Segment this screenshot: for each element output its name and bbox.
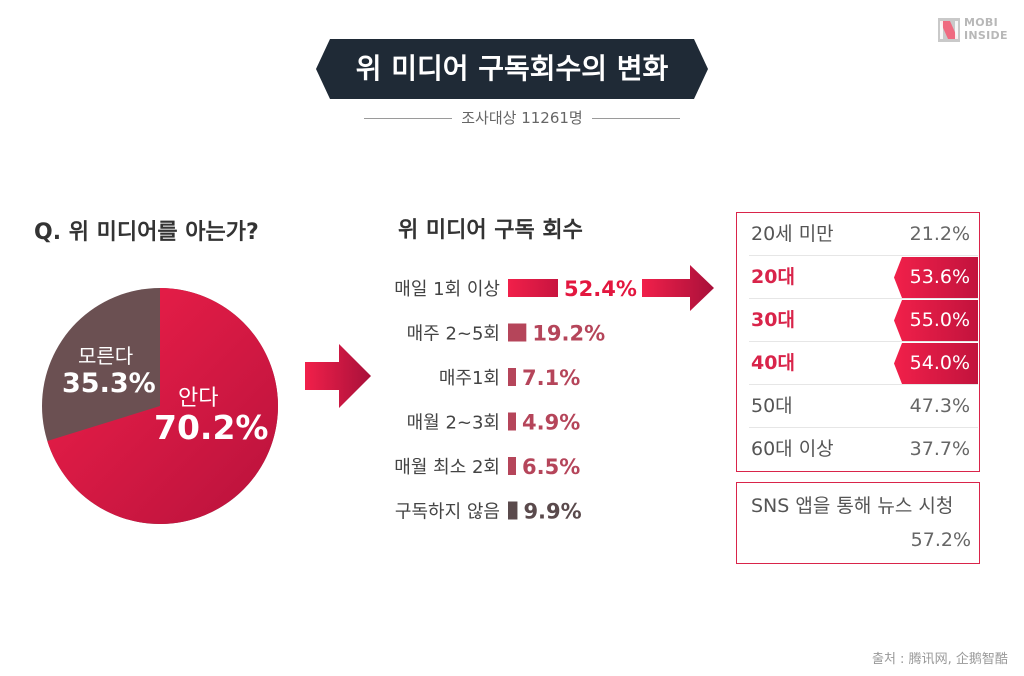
age-value: 53.6% [909,266,970,288]
age-value: 47.3% [909,395,970,417]
bar-category-label: 매일 1회 이상 [394,279,500,300]
age-value: 21.2% [909,223,970,245]
subtitle-divider-right [592,118,680,119]
bar-value-label: 7.1% [522,366,580,390]
pie-value-unknown: 35.3% [62,368,156,399]
sns-value: 57.2% [910,529,971,551]
age-category: 30대 [751,309,795,331]
subscription-bar-chart: 매일 1회 이상 52.4% 매주 2~5회 19.2% 매주1회 7.1% 매월 2~3회… [394,277,637,524]
age-value: 55.0% [909,309,970,331]
bar [508,279,558,297]
age-value: 37.7% [909,438,970,460]
age-row: 50대 47.3% [737,385,978,428]
awareness-pie-chart [42,288,278,524]
age-category: 20세 미만 [751,223,834,245]
age-row: 60대 이상 37.7% [737,428,978,471]
logo-mark-icon [938,18,960,42]
bar-chart-title: 위 미디어 구독 회수 [398,218,583,243]
arrow-right-icon [305,344,371,408]
highlight-badge [894,300,978,341]
pie-label-unknown: 모른다 [78,344,134,368]
bar [508,412,516,431]
bar-value-label: 4.9% [522,411,580,435]
bar [508,368,516,386]
bar-value-label: 19.2% [532,322,605,346]
bar-category-label: 구독하지 않음 [395,502,500,523]
bar-category-label: 매월 최소 2회 [394,457,500,478]
bar-category-label: 매주 2~5회 [407,324,500,345]
sns-label: SNS 앱을 통해 뉴스 시청 [751,495,954,517]
logo-line-1: MOBI [964,16,998,29]
source-credit: 출처 : 腾讯网, 企鹅智酷 [872,652,1008,667]
subtitle-divider-left [364,118,452,119]
age-category: 20대 [751,266,795,288]
mobiinside-logo: MOBI INSIDE [938,16,1014,46]
age-category: 40대 [751,352,795,374]
highlight-badge [894,257,978,298]
pie-label-known: 안다 [178,386,219,411]
age-row-highlight: 20대 53.6% [737,256,978,299]
age-category: 60대 이상 [751,438,834,460]
page-title: 위 미디어 구독회수의 변화 [355,52,669,85]
pie-slice-known [47,288,278,524]
logo-line-2: INSIDE [964,29,1008,42]
subtitle-row: 조사대상 11261명 [364,106,680,130]
pie-value-known: 70.2% [154,408,269,447]
bar [508,501,518,520]
age-category: 50대 [751,395,793,417]
sns-news-box: SNS 앱을 통해 뉴스 시청 57.2% [736,482,980,564]
pie-question: Q. 위 미디어를 아는가? [34,220,259,245]
highlight-badge [894,343,978,384]
bar [508,323,527,342]
title-banner: 위 미디어 구독회수의 변화 [316,39,708,99]
banner-shape [316,39,708,99]
arrow-right-icon [642,265,714,311]
age-group-table: 20세 미만 21.2% 20대 53.6% 30대 55.0% 40대 54.… [736,212,980,472]
bar-value-label: 6.5% [522,455,580,479]
age-row-highlight: 40대 54.0% [737,342,978,385]
bar-value-label: 9.9% [523,500,581,524]
age-row: 20세 미만 21.2% [737,213,978,256]
bar-value-label: 52.4% [564,277,637,301]
bar [508,457,516,475]
age-value: 54.0% [909,352,970,374]
subtitle: 조사대상 11261명 [461,109,583,127]
bar-category-label: 매월 2~3회 [407,413,500,434]
bar-category-label: 매주1회 [439,368,500,389]
age-row-highlight: 30대 55.0% [737,299,978,342]
